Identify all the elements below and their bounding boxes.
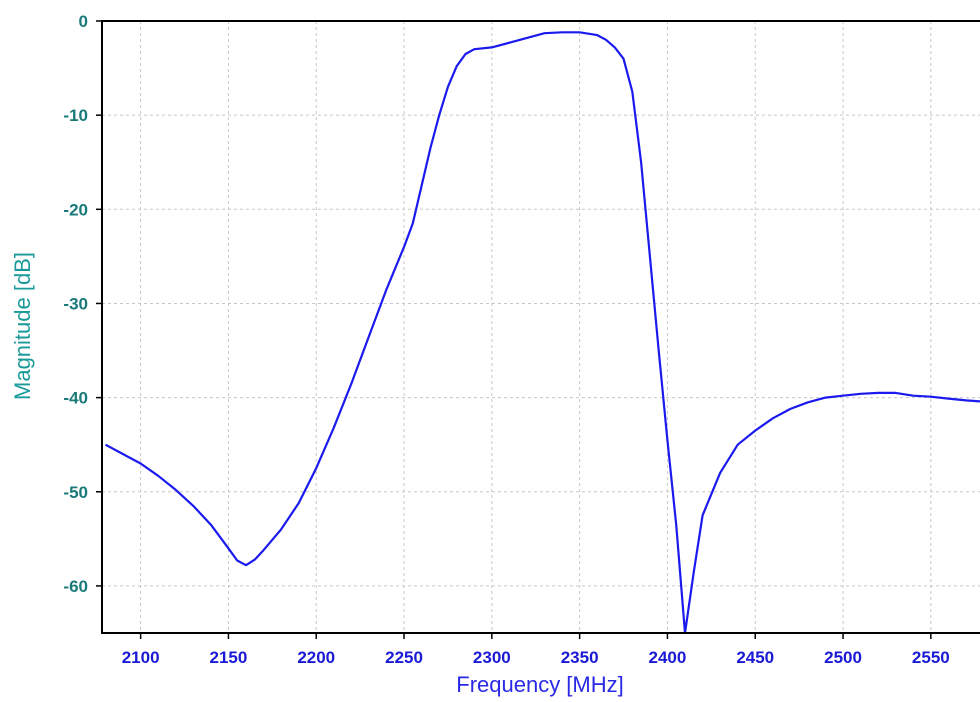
x-tick-label: 2450: [736, 648, 774, 667]
y-tick-label: -20: [63, 200, 88, 219]
x-tick-label: 2100: [122, 648, 160, 667]
grid-lines: [102, 21, 980, 633]
x-tick-label: 2550: [912, 648, 950, 667]
x-axis-ticks: 2100 2150 2200 2250 2300 2350 2400 2450 2500 2550: [122, 633, 950, 667]
series-line: [104, 31, 980, 635]
x-tick-label: 2400: [649, 648, 687, 667]
x-tick-label: 2150: [210, 648, 248, 667]
x-tick-label: 2500: [824, 648, 862, 667]
y-tick-label: -40: [63, 389, 88, 408]
y-axis-ticks: 0 -10 -20 -30 -40 -50 -60: [63, 12, 102, 596]
x-tick-label: 2350: [561, 648, 599, 667]
y-tick-label: -50: [63, 483, 88, 502]
plot-frame: [101, 20, 980, 634]
x-tick-label: 2200: [297, 648, 335, 667]
y-axis-title: Magnitude [dB]: [10, 252, 35, 400]
y-tick-label: -30: [63, 294, 88, 313]
y-tick-label: -10: [63, 106, 88, 125]
x-axis-title: Frequency [MHz]: [456, 672, 624, 697]
x-tick-label: 2300: [473, 648, 511, 667]
x-tick-label: 2250: [385, 648, 423, 667]
y-tick-label: 0: [79, 12, 88, 31]
y-tick-label: -60: [63, 577, 88, 596]
